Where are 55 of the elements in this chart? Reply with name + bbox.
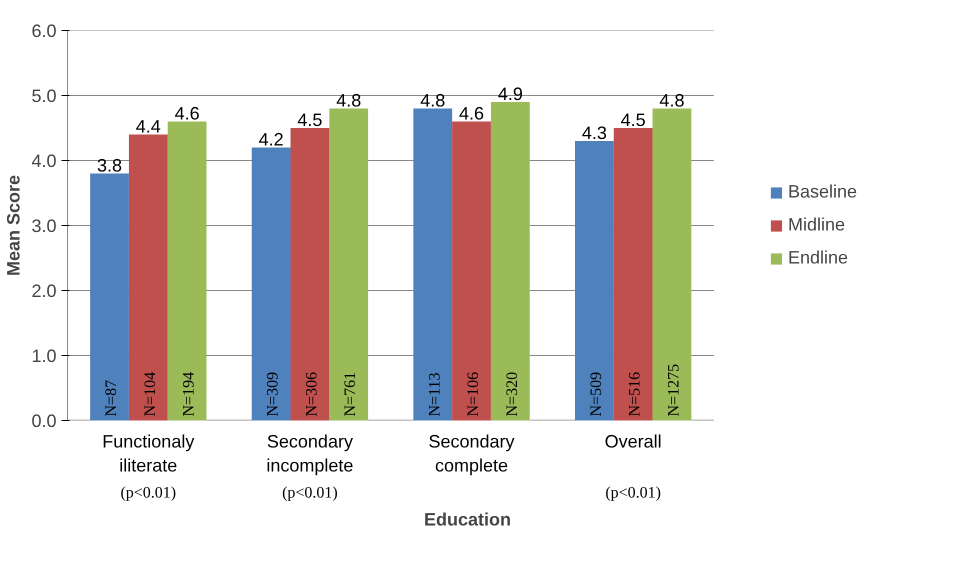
data-label: 4.9 xyxy=(498,84,523,104)
y-tick-label: 0.0 xyxy=(31,411,57,431)
bar xyxy=(574,141,614,420)
bar xyxy=(90,174,129,420)
data-label: 4.5 xyxy=(620,110,646,130)
bar xyxy=(252,148,291,420)
annotation: N=1275 xyxy=(665,364,682,416)
annotation: N=516 xyxy=(626,372,644,416)
legend-label: Endline xyxy=(788,248,848,268)
bar xyxy=(413,108,452,420)
legend-label: Baseline xyxy=(788,182,857,202)
bar xyxy=(168,122,206,420)
annotation: N=320 xyxy=(504,372,521,416)
y-tick-label: 3.0 xyxy=(31,216,57,236)
x-axis-title: Education xyxy=(424,510,512,530)
annotation: N=309 xyxy=(264,372,282,416)
text: (p<0.01) xyxy=(282,484,338,502)
data-label: 4.2 xyxy=(258,130,284,150)
annotation: N=106 xyxy=(465,372,482,416)
y-tick-label: 6.0 xyxy=(31,21,57,41)
annotation: N=194 xyxy=(180,372,198,416)
text: (p<0.01) xyxy=(120,484,176,502)
y-tick-label: 1.0 xyxy=(31,346,57,366)
data-label: 4.6 xyxy=(174,104,200,124)
bar xyxy=(128,134,168,420)
annotation: N=761 xyxy=(342,372,360,416)
bar xyxy=(329,108,368,420)
bar xyxy=(614,128,653,420)
data-label: 4.5 xyxy=(297,110,322,130)
y-tick-label: 5.0 xyxy=(31,86,57,106)
bar xyxy=(452,122,491,420)
bar xyxy=(290,128,330,420)
y-tick-label: 4.0 xyxy=(31,151,57,171)
data-label: 4.3 xyxy=(582,123,607,143)
y-axis-title: Mean Score xyxy=(3,174,24,276)
annotation: N=104 xyxy=(142,372,159,416)
text: (p<0.01) xyxy=(605,484,662,502)
data-label: 4.4 xyxy=(136,116,161,136)
annotation: N=306 xyxy=(303,372,320,416)
annotation: N=113 xyxy=(426,372,444,416)
bar xyxy=(652,108,692,420)
x-tick-label: Overall xyxy=(604,432,662,452)
annotation: N=509 xyxy=(588,372,605,416)
data-label: 3.8 xyxy=(97,156,122,176)
data-label: 4.8 xyxy=(336,90,362,110)
y-tick-label: 2.0 xyxy=(31,281,57,301)
annotation: N=87 xyxy=(103,380,120,416)
legend-label: Midline xyxy=(788,214,845,236)
x-tick-label: Functionaly iliterate xyxy=(102,432,194,476)
bar xyxy=(490,102,530,420)
x-tick-label: Secondary incomplete xyxy=(266,432,354,476)
x-tick-label: Secondary complete xyxy=(428,432,515,476)
data-label: 4.8 xyxy=(420,90,446,110)
data-label: 4.6 xyxy=(459,104,484,124)
data-label: 4.8 xyxy=(659,90,684,110)
